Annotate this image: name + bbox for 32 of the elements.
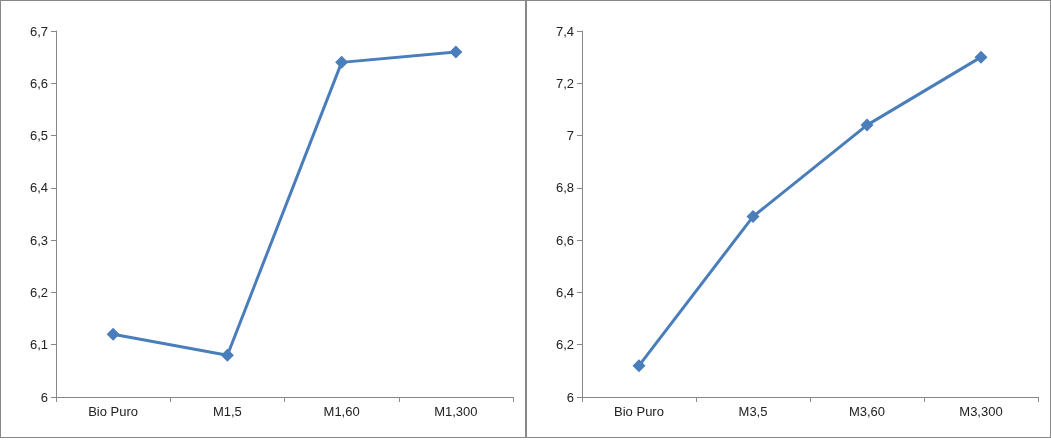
y-tick-label: 6,7: [29, 23, 48, 39]
x-tick-label: M3,5: [738, 404, 768, 419]
y-tick-label: 6,6: [555, 232, 574, 248]
y-tick-label: 7,4: [555, 23, 574, 39]
x-tick-label: M1,5: [212, 404, 242, 419]
point: [746, 210, 760, 224]
point: [974, 50, 988, 64]
y-tick-label: 6,2: [555, 337, 574, 353]
x-tick-label: M1,300: [434, 404, 478, 419]
y-tick-label: 6,5: [29, 128, 48, 144]
y-tick-label: 6,4: [29, 180, 48, 196]
x-tick-label: M3,60: [848, 404, 886, 419]
point: [860, 118, 874, 132]
point: [106, 327, 120, 341]
y-tick-label: 6: [566, 389, 574, 405]
point: [220, 348, 234, 362]
y-tick-label: 6,1: [29, 337, 48, 353]
y-tick-label: 7: [566, 128, 574, 144]
y-tick-label: 6,3: [29, 232, 48, 248]
y-tick-label: 6,6: [29, 75, 48, 91]
y-tick-label: 6,8: [555, 180, 574, 196]
point: [632, 359, 646, 373]
y-tick-label: 6,4: [555, 284, 574, 300]
x-tick-label: M1,60: [323, 404, 360, 419]
x-tick-label: Bio Puro: [614, 404, 664, 419]
y-tick-label: 7,2: [555, 75, 574, 91]
point: [335, 55, 349, 69]
x-tick-label: Bio Puro: [88, 404, 139, 419]
point: [449, 45, 463, 59]
y-tick-label: 6: [40, 389, 48, 405]
y-tick-label: 6,2: [29, 284, 48, 300]
x-tick-label: M3,300: [959, 404, 1003, 419]
